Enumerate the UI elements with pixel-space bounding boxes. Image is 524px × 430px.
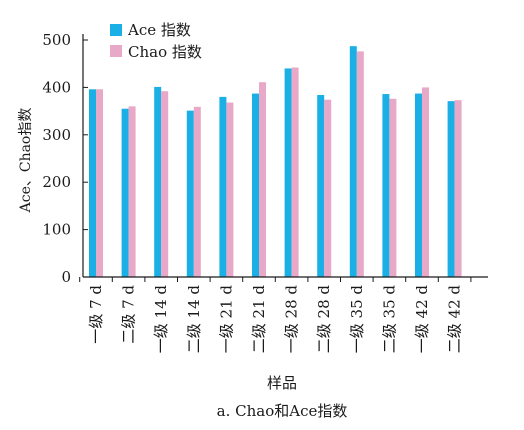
bar-ace-4	[219, 96, 227, 277]
x-tick-label-2: 一级 14 d	[152, 285, 170, 354]
bar-ace-9	[382, 94, 390, 277]
bar-ace-2	[154, 86, 162, 278]
x-tick-label-9: 二级 35 d	[380, 285, 398, 354]
legend-swatch-chao	[110, 45, 122, 57]
bar-chao-11	[454, 100, 462, 277]
bar-chao-0	[96, 89, 103, 278]
y-tick-label-4: 400	[42, 78, 71, 96]
x-axis-label: 样品	[267, 374, 297, 392]
x-tick-label-1: 二级 7 d	[120, 285, 138, 344]
x-tick-label-11: 二级 42 d	[446, 285, 464, 354]
bar-ace-6	[284, 68, 292, 277]
x-tick-label-10: 一级 42 d	[413, 285, 431, 354]
bar-ace-5	[252, 93, 259, 277]
axes	[79, 34, 488, 282]
legend-label-chao: Chao 指数	[128, 43, 202, 61]
x-tick-label-3: 二级 14 d	[185, 285, 203, 354]
bar-chao-9	[389, 98, 397, 277]
bar-chao-7	[324, 99, 332, 277]
x-tick-labels: 一级 7 d 二级 7 d 一级 14 d 二级 14 d 一级 21 d 二级 21 d…	[87, 285, 464, 354]
y-tick-label-2: 200	[42, 173, 71, 191]
y-tick-label-5: 500	[42, 31, 71, 49]
bar-ace-8	[349, 46, 357, 277]
legend-label-ace: Ace 指数	[127, 21, 191, 39]
x-tick-label-5: 二级 21 d	[250, 285, 268, 354]
y-tick-label-1: 100	[42, 221, 71, 239]
y-tick-label-0: 0	[61, 268, 71, 286]
bar-ace-0	[89, 89, 96, 278]
bar-chao-4	[226, 102, 234, 278]
y-tick-label-3: 300	[42, 126, 71, 144]
legend-swatch-ace	[110, 24, 122, 36]
bar-chao-10	[422, 87, 429, 278]
x-tick-label-0: 一级 7 d	[87, 285, 105, 344]
legend: Ace 指数 Chao 指数	[110, 21, 202, 61]
bar-ace-10	[415, 93, 422, 277]
x-tick-label-8: 一级 35 d	[348, 285, 366, 354]
bar-chao-5	[259, 82, 266, 277]
y-axis-label: Ace、Chao指数	[18, 108, 34, 214]
bar-ace-1	[121, 108, 129, 277]
x-tick-label-4: 一级 21 d	[217, 285, 235, 354]
bar-ace-11	[447, 101, 455, 278]
bar-chao-1	[128, 106, 136, 277]
x-tick-label-6: 一级 28 d	[283, 285, 301, 354]
figure-caption: a. Chao和Ace指数	[217, 402, 348, 420]
y-tick-labels: 0 100 200 300 400 500	[42, 31, 71, 286]
bar-chao-3	[193, 106, 201, 277]
x-tick-label-7: 二级 28 d	[315, 285, 333, 354]
bar-chao-8	[356, 51, 364, 277]
bar-chao-2	[161, 91, 169, 277]
bar-ace-3	[186, 110, 194, 277]
bar-chao-6	[291, 67, 299, 277]
bar-ace-7	[317, 94, 325, 277]
bar-group	[89, 46, 462, 278]
